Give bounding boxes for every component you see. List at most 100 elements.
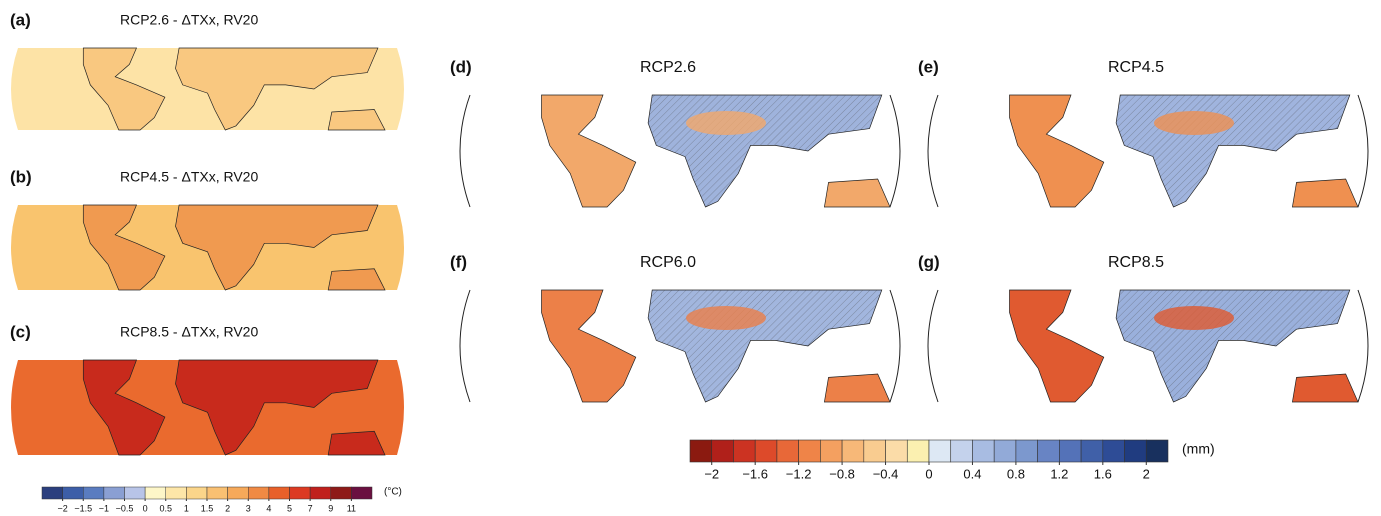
colorbar-tick-label: 1.6 [1094,466,1112,481]
map-edge [1357,289,1369,403]
land [82,47,166,131]
map-edge [1357,94,1369,208]
colorbar-box [62,486,84,500]
map-edge [927,94,939,208]
land-patch [686,111,766,135]
panel-title: RCP2.6 - ΔTXx, RV20 [120,12,258,28]
panel-label: (f) [450,252,467,271]
colorbar-tick-label: −1.5 [74,503,92,513]
colorbar-box [1059,439,1082,463]
panel-title: RCP8.5 [1108,254,1164,271]
land [541,289,637,403]
land-patch [686,306,766,330]
colorbar-unit: (°C) [384,487,402,498]
colorbar-tick-label: 11 [347,503,356,513]
colorbar-tick-label: 7 [308,503,313,513]
land [1009,94,1105,208]
colorbar-tick-label: −2 [57,503,67,513]
colorbar-tick-label: −2 [704,466,719,481]
colorbar-tick-label: −0.5 [116,503,134,513]
colorbar-box [351,486,373,500]
colorbar-tick-label: −0.8 [829,466,855,481]
colorbar-box [41,486,63,500]
land [1291,178,1359,208]
colorbar-tick-label: −1.2 [786,466,812,481]
colorbar-box [798,439,821,463]
map-edge [459,94,471,208]
panel-title: RCP6.0 [640,254,696,271]
colorbar-tick-label: 1.5 [201,503,214,513]
colorbar-tick-label: −1.6 [742,466,768,481]
colorbar-box [993,439,1017,463]
panel-label: (b) [10,167,32,186]
colorbar-tick-label: 4 [266,503,271,513]
land [1009,289,1105,403]
colorbar-box [928,439,952,463]
colorbar-box [820,439,843,463]
colorbar-tick-label: 0 [143,503,148,513]
colorbar-tick-label: −0.4 [873,466,899,481]
colorbar-tick-label: 3 [246,503,251,513]
land [175,204,379,291]
land [823,373,891,403]
colorbar-box [103,486,125,500]
colorbar-tick-label: 2 [225,503,230,513]
land [327,109,386,131]
colorbar-tick-label: 0.5 [159,503,172,513]
colorbar-box [227,486,249,500]
map-edge [927,289,939,403]
colorbar-box [1124,439,1147,463]
colorbar-box [906,439,930,463]
colorbar-box [1015,439,1038,463]
land [327,268,386,291]
colorbar-box [289,486,311,500]
land-patch [1154,306,1234,330]
colorbar-tick-label: 5 [287,503,292,513]
colorbar-box [268,486,290,500]
panel-label: (c) [10,322,31,341]
panel-title: RCP8.5 - ΔTXx, RV20 [120,324,258,340]
colorbar-tick-label: 0.4 [963,466,981,481]
colorbar-box [330,486,352,500]
colorbar-box [1145,439,1169,463]
colorbar-tick-label: 1 [184,503,189,513]
panel-label: (e) [918,57,939,76]
colorbar-box [186,486,208,500]
land-patch [1154,111,1234,135]
colorbar-box [1102,439,1125,463]
land [1291,373,1359,403]
panel-label: (g) [918,252,940,271]
colorbar-box [206,486,228,500]
colorbar-box [776,439,799,463]
colorbar-box [124,486,146,500]
colorbar-box [950,439,973,463]
map-edge [459,289,471,403]
land [175,359,379,456]
colorbar-unit: (mm) [1182,441,1215,457]
colorbar-box [711,439,734,463]
colorbar-box [83,486,105,500]
colorbar-tick-label: 9 [328,503,333,513]
colorbar-tick-label: 1.2 [1050,466,1068,481]
colorbar-box [733,439,756,463]
land [82,204,166,291]
colorbar-box [972,439,995,463]
colorbar-tick-label: 2 [1143,466,1150,481]
colorbar-box [863,439,886,463]
colorbar-box [309,486,331,500]
land [823,178,891,208]
colorbar-box [248,486,270,500]
panel-label: (d) [450,57,472,76]
map-edge [889,94,901,208]
colorbar-box [1080,439,1104,463]
colorbar-box [885,439,908,463]
land [82,359,166,456]
colorbar-box [1037,439,1060,463]
land [541,94,637,208]
colorbar-box [689,439,713,463]
colorbar-tick-label: −1 [99,503,109,513]
colorbar-box [144,486,166,500]
panel-label: (a) [10,10,31,29]
colorbar-tick-label: 0 [925,466,932,481]
